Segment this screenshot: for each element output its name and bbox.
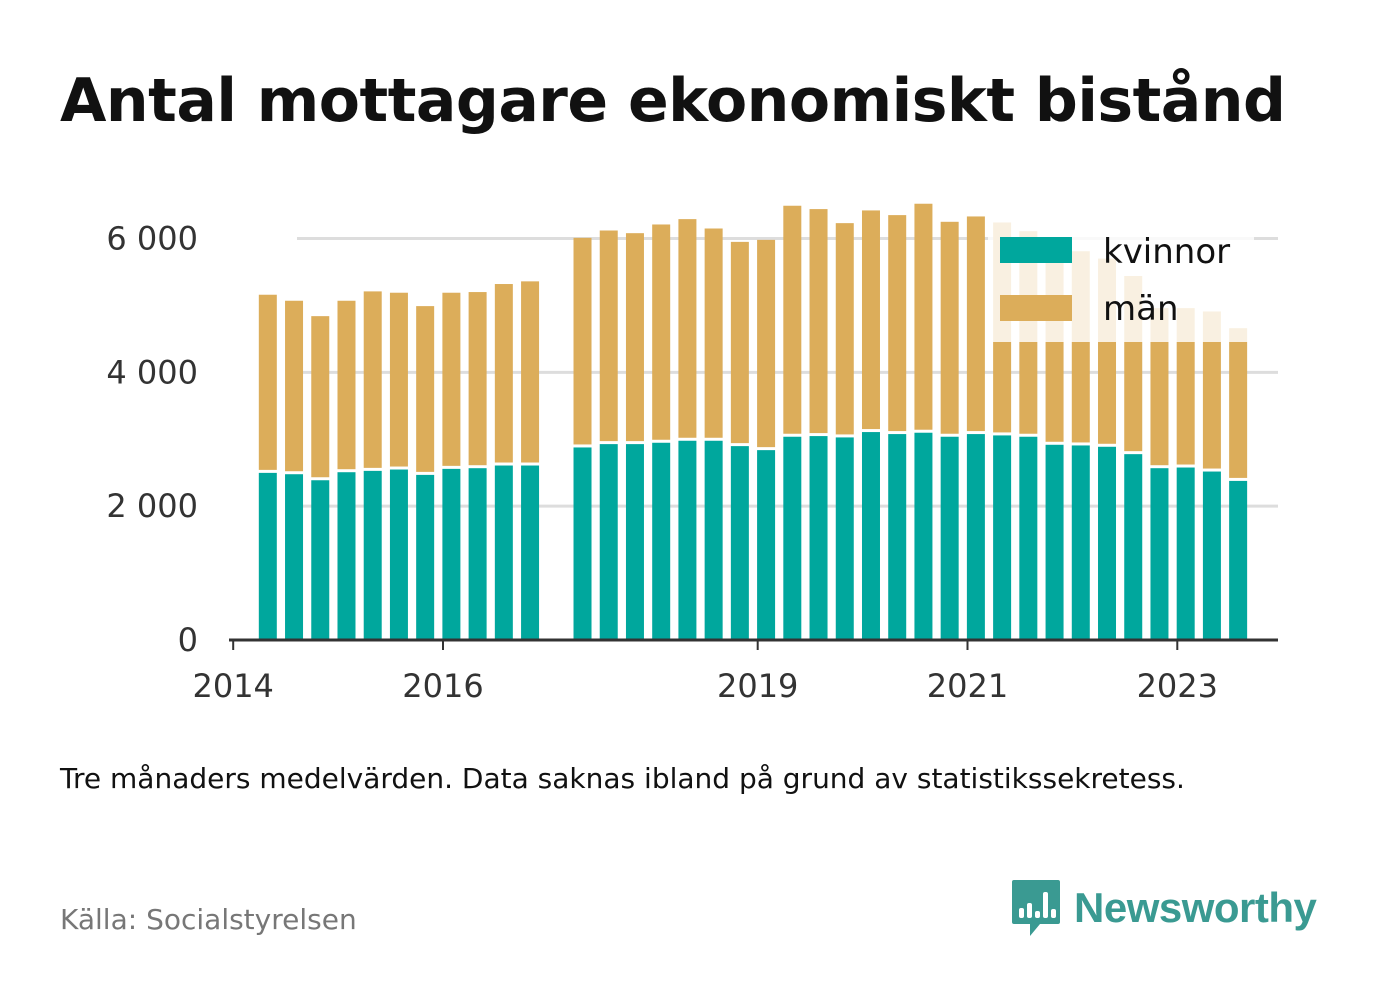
bar-kvinnor [521,465,540,640]
bar-kvinnor [1019,436,1038,640]
bar-man [468,292,487,466]
bar-kvinnor [363,470,382,640]
x-tick-label: 2019 [717,667,798,705]
y-tick-label: 4 000 [106,353,198,391]
bar-man [311,316,330,478]
bar-kvinnor [888,434,907,640]
bar-man [678,219,697,438]
bar-man [757,239,776,448]
bar-man [1202,311,1221,469]
bar-man [652,224,671,440]
bar-man [416,306,435,472]
bar-man [914,203,933,430]
bar-man [285,300,304,472]
brand-name: Newsworthy [1074,884,1317,931]
bar-kvinnor [285,474,304,640]
bar-kvinnor [730,446,749,640]
bar-man [363,291,382,468]
bar-man [809,209,828,434]
bar-kvinnor [1176,467,1195,640]
bar-kvinnor [993,435,1012,640]
bar-kvinnor [1045,444,1064,640]
bar-man [704,228,723,438]
bar-kvinnor [311,480,330,640]
bar-kvinnor [442,468,461,640]
bar-kvinnor [1098,446,1117,640]
bar-kvinnor [416,474,435,640]
x-tick-label: 2014 [192,667,273,705]
bar-man [599,230,618,442]
x-tick-label: 2016 [402,667,483,705]
bar-man [1176,308,1195,465]
y-tick-label: 0 [178,621,198,659]
bar-kvinnor [1202,471,1221,640]
bar-kvinnor [1150,468,1169,640]
bar-man [940,221,959,434]
bar-kvinnor [704,440,723,640]
bar-man [573,237,592,445]
bar-man [389,292,408,467]
bar-man [888,215,907,432]
bar-man [625,233,644,442]
bar-man [494,284,513,463]
bar-kvinnor [940,436,959,640]
bar-man [1150,308,1169,466]
bar-kvinnor [1071,445,1090,640]
chart-title: Antal mottagare ekonomiskt bistånd [60,66,1286,136]
bar-kvinnor [599,444,618,640]
bar-kvinnor [494,465,513,640]
y-tick-label: 2 000 [106,487,198,525]
x-tick-label: 2021 [927,667,1008,705]
bar-man [258,294,277,470]
x-tick-label: 2023 [1137,667,1218,705]
chart-source: Källa: Socialstyrelsen [60,903,357,936]
bar-kvinnor [1124,454,1143,640]
bar-kvinnor [914,432,933,640]
legend-swatch-man [1000,295,1072,321]
bar-kvinnor [757,450,776,640]
bar-man [337,300,356,470]
legend-label-man: män [1103,289,1179,329]
axes: 0 2 000 4 000 6 000 2014 2016 2019 2021 2023 [106,220,1278,705]
brand-logo: Newsworthy [1010,878,1317,938]
bar-man [1229,328,1248,478]
bar-man [861,210,880,430]
bar-kvinnor [573,447,592,640]
legend: kvinnor män [988,222,1254,342]
bar-kvinnor [652,442,671,640]
bar-kvinnor [468,468,487,640]
bar-kvinnor [625,444,644,640]
bar-man [783,205,802,434]
bar-kvinnor [258,472,277,640]
bar-kvinnor [337,472,356,640]
bar-kvinnor [966,434,985,640]
chart-note: Tre månaders medelvärden. Data saknas ib… [60,762,1185,795]
bar-man [730,241,749,444]
bar-kvinnor [861,432,880,640]
y-tick-label: 6 000 [106,220,198,258]
legend-swatch-kvinnor [1000,237,1072,263]
bar-kvinnor [783,436,802,640]
bar-kvinnor [809,436,828,640]
bar-kvinnor [1229,480,1248,640]
bar-kvinnor [389,469,408,640]
bar-man [521,281,540,463]
newsworthy-logo-icon [1012,880,1060,936]
bar-man [966,216,985,432]
bar-kvinnor [678,440,697,640]
bars [258,203,1248,640]
legend-label-kvinnor: kvinnor [1103,232,1230,272]
bar-man [835,223,854,435]
bar-man [442,292,461,466]
bar-kvinnor [835,437,854,640]
